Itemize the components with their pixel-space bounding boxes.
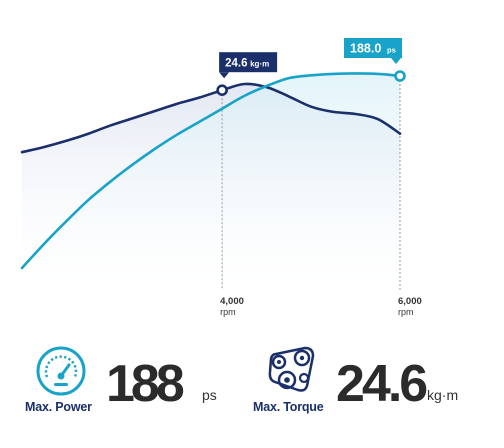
max-torque-peak-callout: 24.6 kg·m bbox=[219, 52, 278, 79]
x-tick-label: 4,000 bbox=[220, 296, 244, 307]
x-tick-unit: rpm bbox=[220, 307, 236, 317]
max-torque-spec: Max. Torque 24.6 kg·m bbox=[250, 342, 490, 422]
max-power-peak-callout: 188.0 ps bbox=[344, 38, 402, 64]
belt-pulley-icon bbox=[265, 344, 317, 396]
max-power-peak-marker bbox=[394, 70, 406, 82]
speedometer-icon bbox=[35, 345, 87, 397]
max-torque-unit: kg·m bbox=[427, 387, 459, 403]
max-torque-value: 24.6 bbox=[336, 355, 428, 413]
max-torque-peak-value: 24.6 bbox=[225, 58, 247, 70]
max-power-unit: ps bbox=[202, 387, 217, 403]
max-torque-peak-marker bbox=[216, 84, 228, 96]
max-torque-label: Max. Torque bbox=[253, 400, 324, 414]
max-power-peak-unit: ps bbox=[387, 46, 396, 55]
max-power-line bbox=[20, 72, 402, 270]
max-power-spec: Max. Power 188 ps bbox=[22, 342, 242, 422]
max-power-area bbox=[22, 73, 400, 301]
max-power-label: Max. Power bbox=[25, 400, 92, 414]
max-power-value: 188 bbox=[106, 355, 185, 413]
x-tick-unit: rpm bbox=[398, 307, 414, 317]
max-power-peak-value: 188.0 bbox=[350, 42, 381, 56]
max-torque-line bbox=[20, 82, 402, 154]
x-tick-label: 6,000 bbox=[398, 296, 422, 307]
max-torque-peak-unit: kg·m bbox=[250, 60, 269, 69]
